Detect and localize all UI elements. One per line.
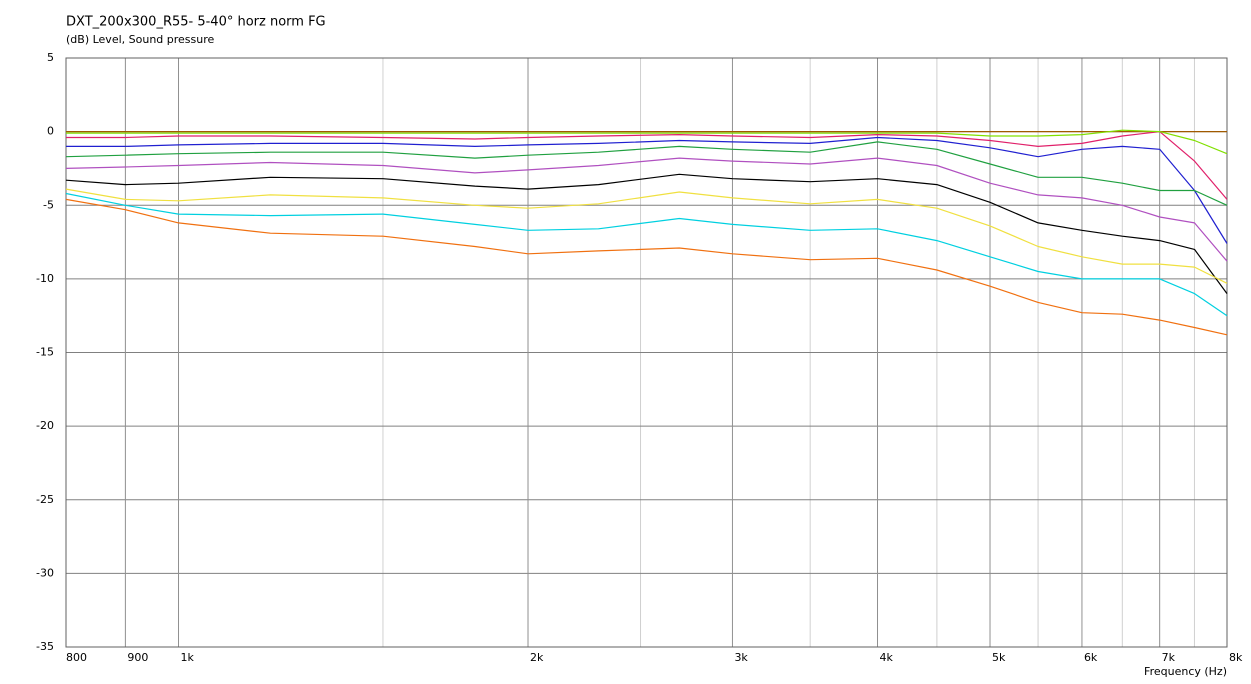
y-tick-label: 0 [47,125,54,138]
y-tick-label: 5 [47,51,54,64]
x-tick-label: 3k [734,651,748,664]
x-tick-label: 6k [1084,651,1098,664]
series-line [65,141,1228,206]
x-tick-label: 8k [1229,651,1243,664]
x-tick-label: 1k [181,651,195,664]
y-tick-label: -25 [36,493,54,506]
x-tick-label: 4k [880,651,894,664]
series-line [65,198,1228,336]
y-tick-label: -30 [36,566,54,579]
y-tick-label: -15 [36,346,54,359]
series-line [65,192,1228,317]
series-line [65,188,1228,284]
chart-title: DXT_200x300_R55- 5-40° horz norm FG [66,15,326,30]
y-tick-label: -20 [36,419,54,432]
series-line [66,136,1228,244]
x-tick-label: 7k [1162,651,1176,664]
series-line [65,173,1228,294]
series-line [66,131,1228,200]
x-axis-label: Frequency (Hz) [1144,665,1227,678]
y-tick-label: -10 [36,272,54,285]
x-tick-label: 900 [127,651,148,664]
y-tick-label: -35 [36,640,54,653]
x-tick-label: 2k [530,651,544,664]
series-line [66,129,1228,155]
series-line [65,157,1228,262]
plot-border [65,57,1228,648]
x-tick-label: 5k [992,651,1006,664]
chart-subtitle: (dB) Level, Sound pressure [66,33,215,46]
y-tick-label: -5 [43,198,54,211]
x-tick-label: 800 [66,651,87,664]
